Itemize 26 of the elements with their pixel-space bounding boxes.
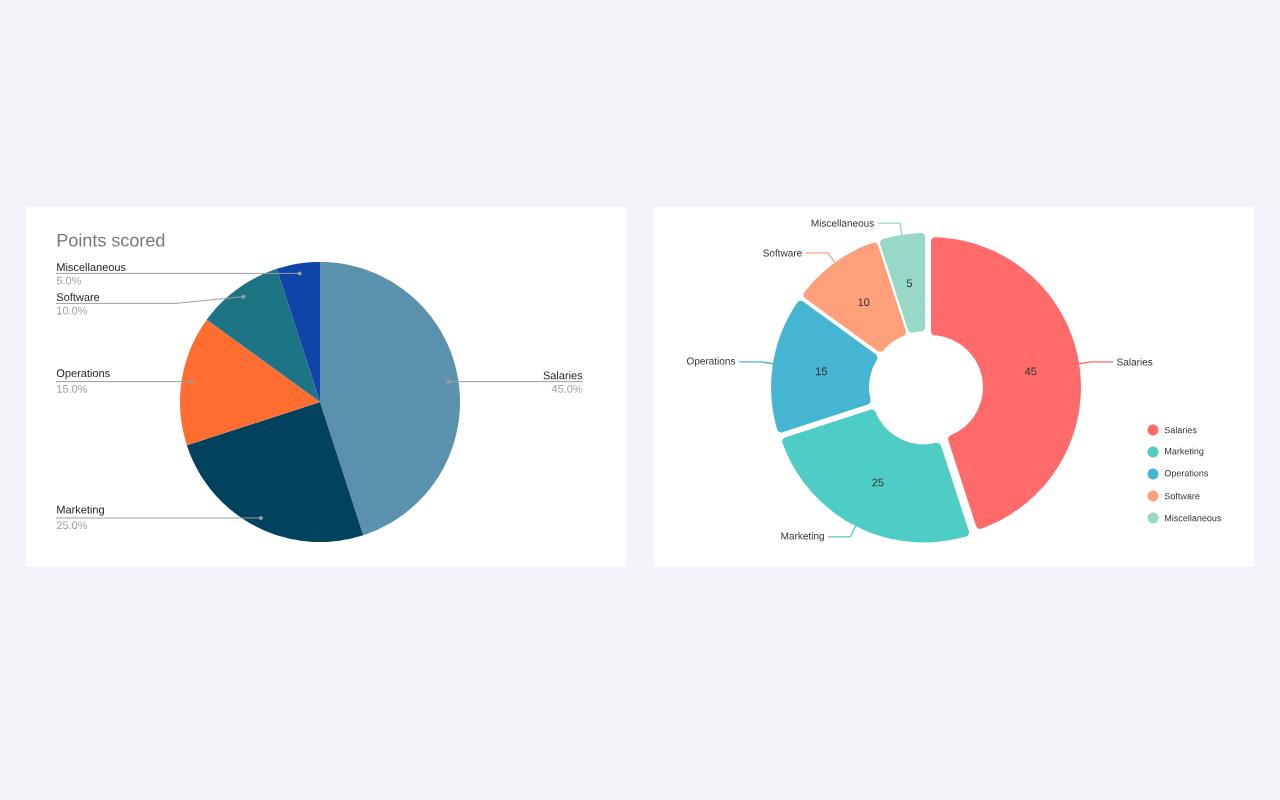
slice-label: Miscellaneous (57, 262, 126, 272)
data-label: 15 (816, 367, 827, 376)
legend-label: Software (1164, 492, 1200, 500)
data-label: 5 (906, 279, 913, 288)
legend-label: Operations (1164, 469, 1209, 479)
data-label: 45.0% (551, 384, 583, 393)
chart-title: Points scored (57, 233, 165, 247)
slice-label: Software (763, 249, 802, 257)
data-label: 25 (872, 478, 884, 487)
data-label: 10.0% (57, 306, 88, 315)
slice-label: Marketing (781, 532, 824, 542)
slice-label: Software (56, 292, 100, 302)
slice-label: Marketing (57, 505, 104, 516)
data-label: 5.0% (56, 276, 82, 285)
slice-label: Salaries (1117, 358, 1153, 366)
legend-label: Miscellaneous (1165, 514, 1222, 522)
slice-label: Operations (56, 369, 110, 380)
data-label: 25.0% (56, 521, 88, 530)
data-label: 15.0% (57, 384, 88, 393)
data-label: 10 (858, 298, 870, 307)
slice-label: Salaries (543, 371, 583, 380)
data-label: 45 (1024, 367, 1037, 376)
slice-label: Miscellaneous (811, 219, 874, 227)
legend-label: Marketing (1165, 447, 1204, 457)
slice-label: Operations (686, 357, 736, 367)
legend-label: Salaries (1164, 426, 1197, 434)
